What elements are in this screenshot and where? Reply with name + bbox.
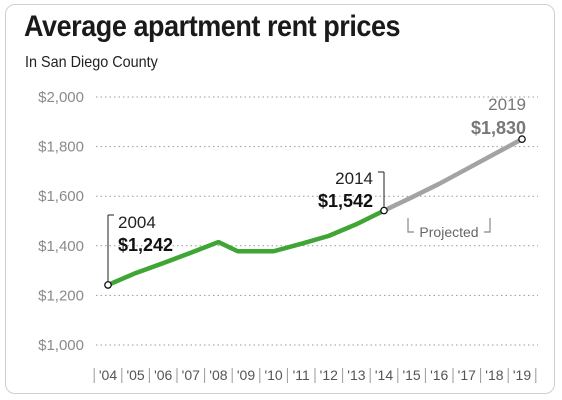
x-tick-label: '05 — [126, 367, 144, 383]
chart-title: Average apartment rent prices — [24, 10, 401, 43]
y-tick-label: $2,000 — [38, 89, 84, 106]
x-tick-label: '07 — [182, 367, 200, 383]
annotation-value-2019: $1,830 — [471, 118, 526, 138]
point-2004 — [104, 281, 112, 289]
x-tick-label: '10 — [264, 367, 282, 383]
x-tick-label: '13 — [347, 367, 365, 383]
chart-frame — [5, 4, 555, 394]
projected-bracket-left — [407, 218, 414, 233]
annotation-value-2014: $1,542 — [318, 191, 373, 211]
y-tick-label: $1,000 — [38, 337, 84, 354]
annotation-year-2014: 2014 — [335, 169, 373, 188]
y-tick-label: $1,800 — [38, 139, 84, 156]
point-2014 — [380, 206, 388, 215]
x-tick-label: '06 — [154, 367, 172, 383]
y-tick-label: $1,600 — [38, 188, 84, 205]
x-tick-label: '18 — [485, 367, 503, 383]
x-tick-label: '14 — [375, 367, 393, 383]
x-tick-label: '11 — [293, 367, 310, 383]
annotation-year-2019: 2019 — [488, 95, 526, 114]
y-tick-label: $1,200 — [38, 287, 84, 304]
y-tick-label: $1,400 — [38, 238, 84, 255]
x-tick-label: '16 — [430, 367, 448, 383]
x-tick-label: '12 — [320, 367, 338, 383]
projected-label: Projected — [419, 224, 478, 240]
chart-subtitle: In San Diego County — [25, 54, 158, 71]
x-tick-label: '15 — [402, 367, 420, 383]
annotation-year-2004: 2004 — [118, 213, 156, 232]
actual-rent-line — [107, 208, 385, 288]
x-tick-label: '09 — [237, 367, 255, 383]
point-2019 — [518, 135, 526, 144]
x-tick-label: '19 — [513, 367, 531, 383]
x-tick-label: '17 — [458, 367, 476, 383]
projected-bracket-right — [484, 218, 491, 233]
x-tick-label: '04 — [99, 367, 117, 383]
annotation-value-2004: $1,242 — [118, 235, 173, 255]
projected-rent-line — [383, 137, 524, 213]
x-tick-label: '08 — [209, 367, 227, 383]
